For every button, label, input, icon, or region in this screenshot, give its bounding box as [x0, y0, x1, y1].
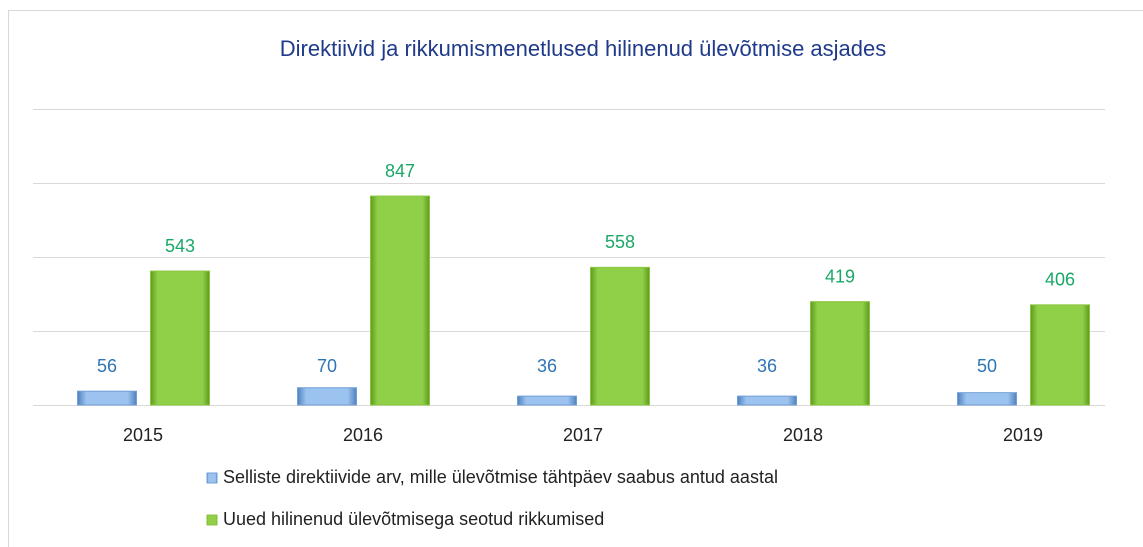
bar — [810, 301, 870, 406]
bar — [517, 395, 577, 406]
legend-swatch — [206, 472, 218, 484]
x-tick-label: 2017 — [563, 425, 603, 445]
data-label: 70 — [317, 356, 337, 376]
data-label: 419 — [825, 266, 855, 286]
data-label: 36 — [757, 356, 777, 376]
bar — [370, 195, 430, 406]
legend-swatch — [206, 514, 218, 526]
bar — [150, 270, 210, 406]
bar — [297, 387, 357, 406]
data-label: 56 — [97, 356, 117, 376]
x-tick-label: 2019 — [1003, 425, 1043, 445]
bar — [1030, 304, 1090, 406]
bar — [590, 266, 650, 406]
data-label: 36 — [537, 356, 557, 376]
data-label: 847 — [385, 161, 415, 181]
data-label: 543 — [165, 236, 195, 256]
legend-label: Selliste direktiivide arv, mille ülevõtm… — [223, 467, 778, 487]
x-tick-label: 2015 — [123, 425, 163, 445]
x-tick-label: 2016 — [343, 425, 383, 445]
bar — [957, 392, 1017, 406]
bar — [77, 390, 137, 406]
x-tick-label: 2018 — [783, 425, 823, 445]
data-label: 406 — [1045, 270, 1075, 290]
chart-title: Direktiivid ja rikkumismenetlused hiline… — [280, 36, 887, 61]
legend-label: Uued hilinenud ülevõtmisega seotud rikku… — [223, 509, 604, 529]
data-label: 558 — [605, 232, 635, 252]
data-label: 50 — [977, 356, 997, 376]
bar — [737, 395, 797, 406]
